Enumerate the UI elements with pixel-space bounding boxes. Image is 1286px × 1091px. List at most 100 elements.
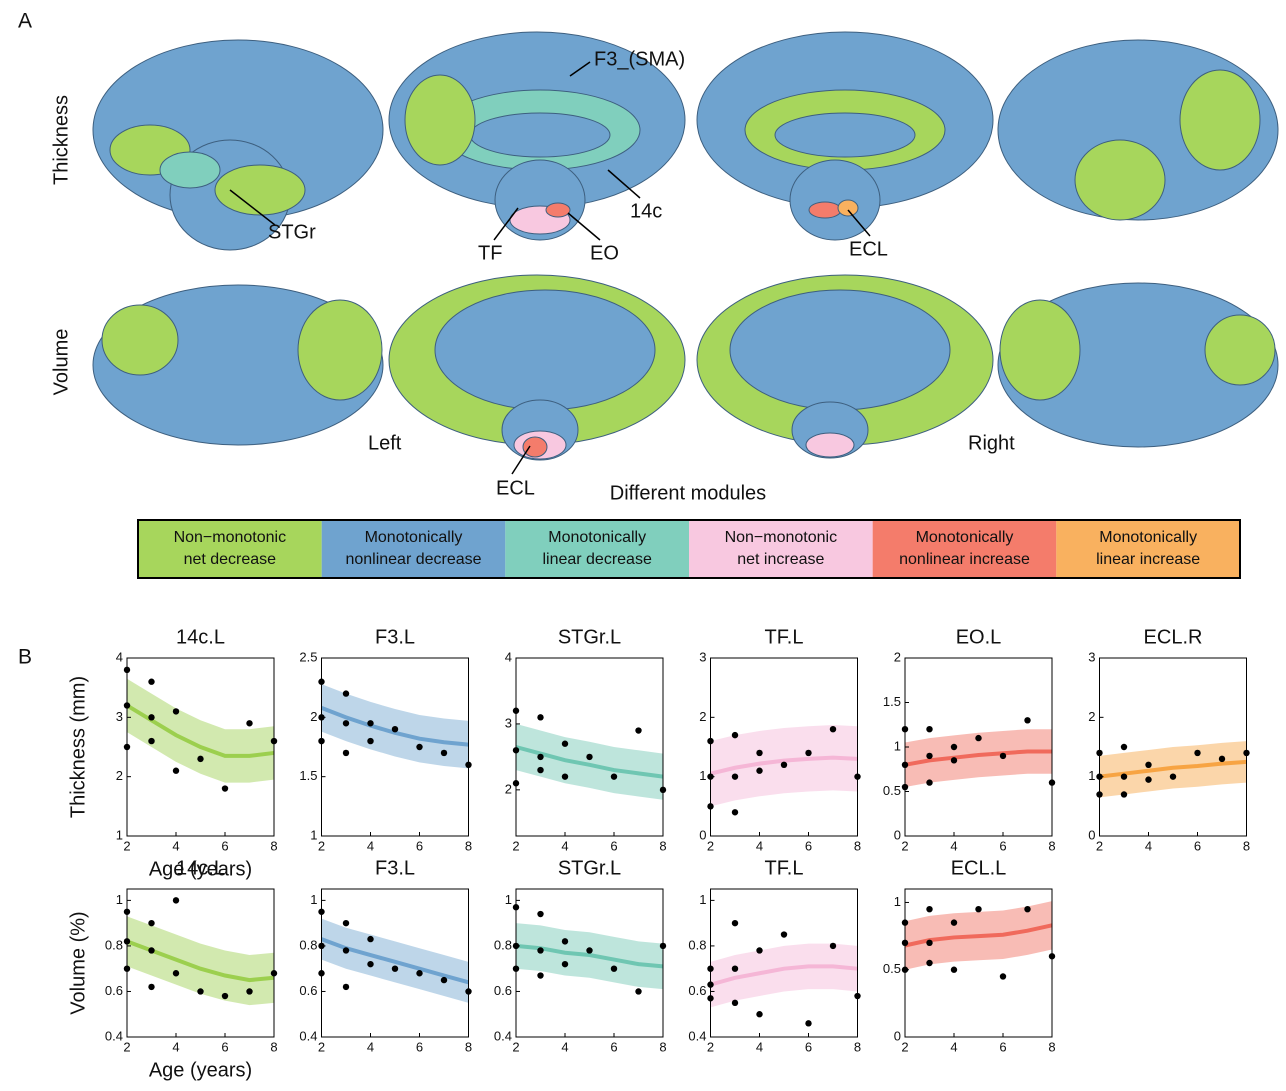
y-tick-label: 1 xyxy=(116,892,123,907)
subplot: 0 1 2 3 2 4 6 8 ECL.R xyxy=(1088,626,1250,853)
data-point xyxy=(148,678,155,685)
data-point xyxy=(440,976,448,984)
x-tick-label: 6 xyxy=(610,1039,617,1054)
data-point xyxy=(756,767,763,774)
data-point xyxy=(610,773,618,780)
hemisphere-label: Left xyxy=(368,432,402,454)
data-point xyxy=(148,919,155,927)
panel-label: A xyxy=(18,10,32,33)
x-tick-label: 8 xyxy=(854,1039,861,1054)
x-tick-label: 2 xyxy=(512,1039,519,1054)
row-label: Thickness xyxy=(50,95,72,185)
data-point xyxy=(1024,717,1031,724)
data-point xyxy=(148,737,155,745)
data-point xyxy=(367,720,374,727)
subplot: 0.4 0.6 0.8 1 2 4 6 8 F3.L xyxy=(299,857,472,1054)
subplot: 1 1.5 2 2.5 2 4 6 8 F3.L xyxy=(299,626,472,853)
y-tick-label: 1 xyxy=(1088,768,1095,783)
y-tick-label: 2.5 xyxy=(299,649,317,664)
x-tick-label: 4 xyxy=(172,1039,179,1054)
data-point xyxy=(561,773,569,780)
data-point xyxy=(537,753,544,761)
region-label: ECL xyxy=(496,477,535,499)
data-point xyxy=(950,919,958,926)
data-point xyxy=(1218,755,1226,763)
axes-frame xyxy=(126,657,275,837)
x-tick-label: 2 xyxy=(707,838,714,853)
data-point xyxy=(829,726,837,733)
chart-title: 14c.L xyxy=(176,857,225,879)
chart-title: F3.L xyxy=(375,626,415,648)
data-point xyxy=(635,727,642,734)
legend: Non−monotonic net decrease Monotonically no… xyxy=(138,520,1240,578)
y-tick-label: 1 xyxy=(894,738,901,753)
x-tick-label: 6 xyxy=(221,838,228,853)
fit-line xyxy=(904,749,1052,767)
x-tick-label: 8 xyxy=(270,1039,277,1054)
data-point xyxy=(731,965,739,972)
legend-swatch xyxy=(138,520,322,578)
subplot: 0 0.5 1 1.5 2 2 4 6 8 EO.L xyxy=(883,626,1056,853)
x-tick-label: 6 xyxy=(1194,838,1201,853)
data-point xyxy=(780,931,788,938)
chart-title: STGr.L xyxy=(558,857,621,879)
region-label: 14c xyxy=(630,200,662,222)
confidence-band xyxy=(905,729,1052,788)
legend-text: Monotonically xyxy=(548,529,646,546)
confidence-band xyxy=(127,678,274,783)
legend-swatch xyxy=(689,520,873,578)
axes-frame xyxy=(126,888,275,1038)
data-point xyxy=(926,779,933,786)
y-tick-label: 0.8 xyxy=(105,937,123,952)
x-tick-label: 2 xyxy=(123,838,130,853)
data-point xyxy=(342,720,350,727)
x-tick-label: 4 xyxy=(756,838,763,853)
chart-title: ECL.L xyxy=(951,857,1007,879)
y-axis-label: Thickness (mm) xyxy=(67,676,89,818)
fit-line xyxy=(320,705,469,747)
data-point xyxy=(416,970,423,977)
legend-text: net decrease xyxy=(184,551,277,568)
y-tick-label: 0 xyxy=(699,827,706,842)
x-tick-label: 4 xyxy=(367,838,374,853)
region-label: TF xyxy=(478,242,502,264)
data-point xyxy=(975,905,982,913)
x-tick-label: 8 xyxy=(1243,838,1250,853)
data-point xyxy=(805,749,812,757)
legend-swatch xyxy=(1056,520,1240,578)
legend-text: nonlinear decrease xyxy=(345,551,481,568)
subplot: 0 0.5 1 2 4 6 8 ECL.L xyxy=(883,857,1056,1054)
data-point xyxy=(586,753,593,761)
data-point xyxy=(246,988,253,995)
x-tick-label: 8 xyxy=(659,838,666,853)
y-tick-label: 0.6 xyxy=(299,983,317,998)
subplot: 0 1 2 3 2 4 6 8 TF.L xyxy=(699,626,861,853)
confidence-band xyxy=(127,916,274,1006)
axes-frame xyxy=(321,888,469,1038)
data-point xyxy=(342,919,350,927)
y-tick-label: 0.5 xyxy=(883,961,901,976)
x-tick-label: 2 xyxy=(318,838,325,853)
data-point xyxy=(756,1011,763,1018)
x-axis-label: Age (years) xyxy=(149,1059,252,1081)
hemisphere-label: Right xyxy=(968,432,1015,454)
data-point xyxy=(537,766,544,774)
y-tick-label: 4 xyxy=(116,649,123,664)
x-tick-label: 4 xyxy=(756,1039,763,1054)
x-tick-label: 6 xyxy=(999,838,1006,853)
legend-text: Monotonically xyxy=(916,529,1014,546)
data-point xyxy=(561,938,569,945)
data-point xyxy=(829,942,837,950)
data-point xyxy=(756,947,763,954)
chart-title: F3.L xyxy=(375,857,415,879)
x-tick-label: 6 xyxy=(805,838,812,853)
data-point xyxy=(342,983,350,991)
x-tick-label: 2 xyxy=(901,1039,908,1054)
x-tick-label: 6 xyxy=(805,1039,812,1054)
data-point xyxy=(537,972,544,979)
data-point xyxy=(221,785,229,792)
axes-frame xyxy=(904,888,1053,1038)
data-point xyxy=(926,905,933,913)
data-point xyxy=(440,749,448,757)
chart-title: TF.L xyxy=(765,857,804,879)
